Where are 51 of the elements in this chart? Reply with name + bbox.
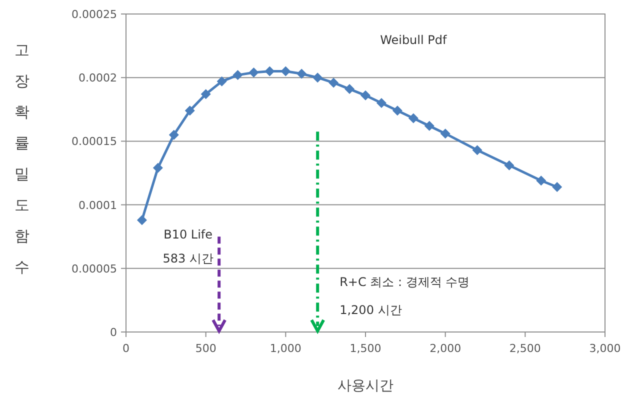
point: [216, 76, 227, 86]
ylabel: 장: [14, 72, 30, 90]
point: [184, 106, 195, 116]
ref-label: R+C 최소 : 경제적 수명: [340, 275, 470, 289]
point: [408, 113, 418, 124]
point: [312, 72, 323, 83]
ylabel: 밀: [14, 165, 30, 183]
ytick: 0.00015: [72, 135, 117, 148]
point: [152, 162, 163, 173]
ylabel: 률: [14, 134, 30, 152]
ytick: 0: [110, 326, 117, 339]
xlabel: 사용시간: [338, 378, 394, 394]
point: [136, 215, 147, 226]
ref-label: 1,200 시간: [340, 303, 402, 317]
point: [232, 70, 243, 80]
xtick: 2,500: [509, 342, 541, 355]
point: [504, 160, 514, 170]
point: [200, 89, 211, 100]
point: [440, 128, 450, 139]
point: [360, 90, 370, 100]
xtick: 0: [122, 342, 130, 355]
title: Weibull Pdf: [380, 33, 447, 47]
point: [344, 84, 355, 94]
ylabel: 수: [14, 258, 30, 276]
point: [392, 106, 402, 116]
ref-label: B10 Life: [164, 228, 213, 242]
ylabel: 고: [14, 41, 30, 59]
xtick: 2,000: [430, 342, 462, 355]
ytick: 0.00005: [72, 262, 117, 276]
point: [296, 68, 307, 79]
xtick: 1,500: [350, 342, 382, 355]
ytick: 0.0002: [78, 72, 117, 85]
ytick: 0.00025: [72, 8, 117, 21]
point: [264, 66, 275, 76]
point: [376, 98, 386, 108]
xtick: 1,000: [270, 342, 302, 355]
point: [552, 182, 562, 192]
point: [328, 78, 339, 88]
ref-label: 583 시간: [162, 252, 214, 266]
point: [280, 66, 291, 76]
ytick: 0.0001: [78, 198, 117, 212]
ylabel: 함: [14, 227, 30, 245]
point: [536, 176, 546, 186]
point: [424, 120, 434, 131]
xtick: 3,000: [589, 342, 621, 355]
point: [168, 130, 179, 140]
ylabel: 도: [14, 196, 30, 214]
xtick: 500: [195, 342, 216, 355]
point: [248, 68, 259, 78]
point: [472, 145, 482, 156]
ylabel: 확: [14, 103, 30, 121]
